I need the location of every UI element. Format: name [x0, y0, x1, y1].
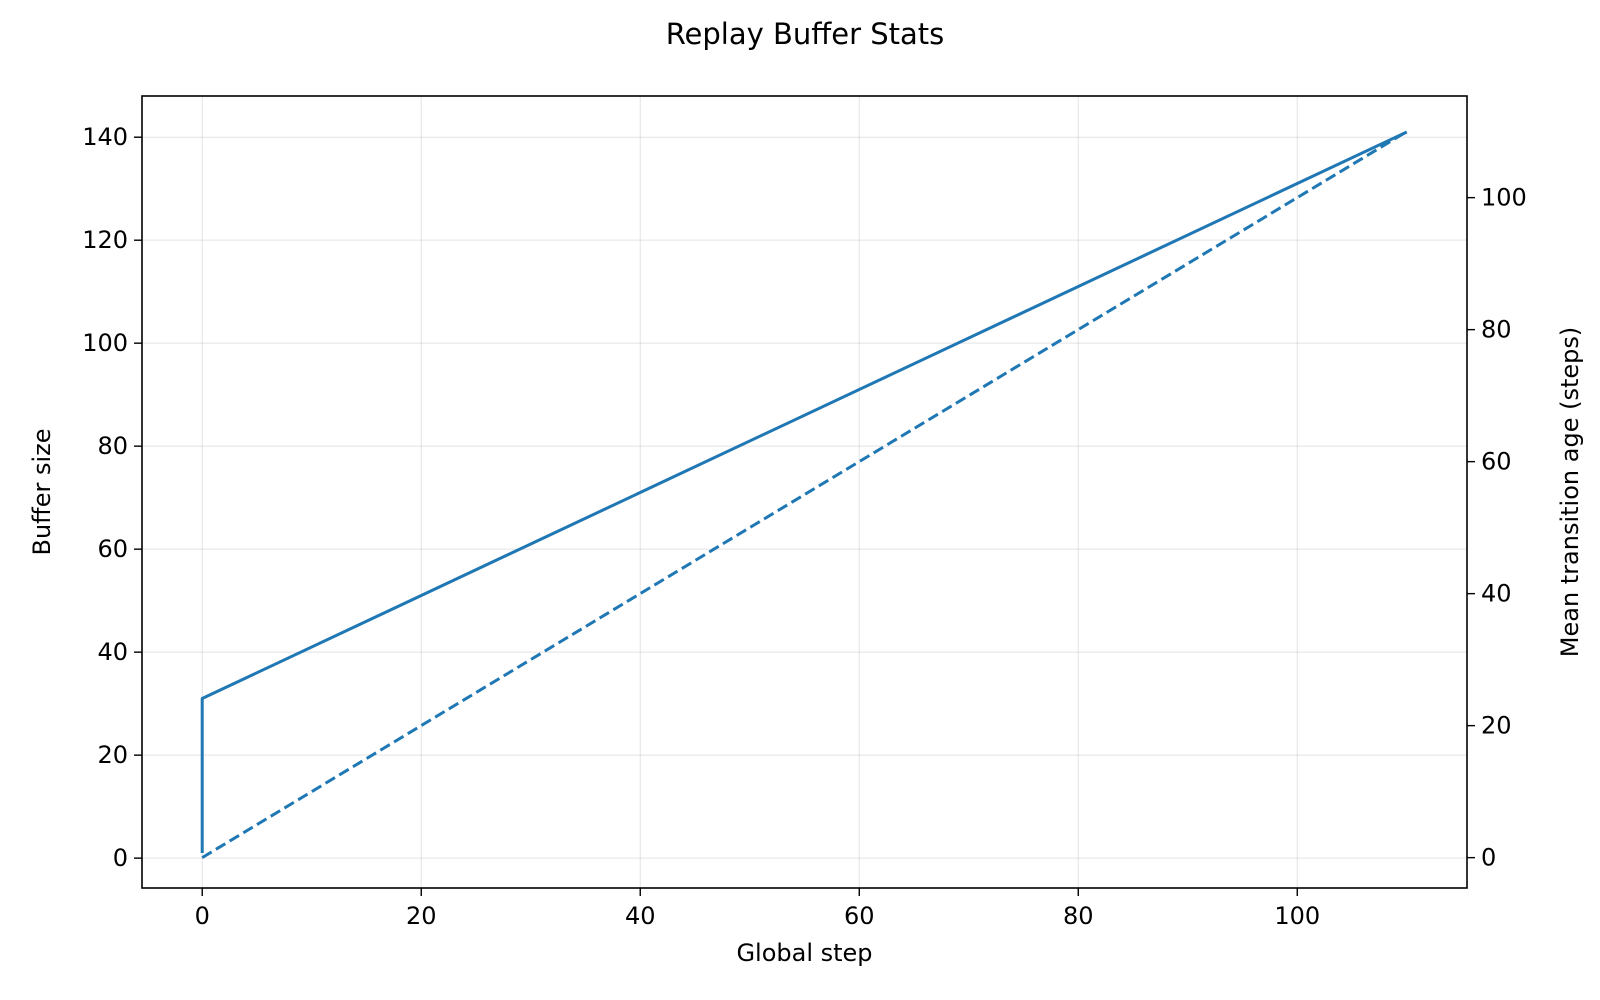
y-tick-label-right: 40 [1481, 580, 1512, 608]
y-tick-label-left: 120 [82, 226, 128, 254]
x-tick-label: 40 [625, 902, 656, 930]
y-tick-label-left: 20 [97, 741, 128, 769]
y-axis-label-right: Mean transition age (steps) [1556, 327, 1584, 657]
chart-title: Replay Buffer Stats [666, 17, 945, 51]
y-tick-label-right: 20 [1481, 712, 1512, 740]
x-axis-label: Global step [736, 939, 872, 967]
x-tick-label: 20 [406, 902, 437, 930]
y-tick-label-left: 60 [97, 535, 128, 563]
y-tick-label-right: 100 [1481, 184, 1527, 212]
y-axis-label-left: Buffer size [28, 428, 56, 555]
x-tick-label: 60 [844, 902, 875, 930]
grid [142, 96, 1467, 888]
plot-frame [141, 95, 1468, 889]
y-tick-label-right: 0 [1481, 844, 1496, 872]
x-tick-label: 80 [1063, 902, 1094, 930]
y-tick-label-left: 140 [82, 123, 128, 151]
y-tick-label-left: 80 [97, 432, 128, 460]
y-tick-label-right: 60 [1481, 448, 1512, 476]
y-tick-label-left: 100 [82, 329, 128, 357]
series-layer [200, 130, 1408, 859]
series-line-mean-transition-age [201, 130, 1408, 859]
x-tick-label: 0 [195, 902, 210, 930]
y-tick-label-left: 0 [113, 844, 128, 872]
y-tick-label-right: 80 [1481, 316, 1512, 344]
y-tick-label-left: 40 [97, 638, 128, 666]
x-tick-label: 100 [1274, 902, 1320, 930]
axes: 0 20 40 60 80 100 0 20 40 60 80 100 120 140 0 20 40 60 80 1… [82, 95, 1527, 930]
series-line-buffer-size [200, 130, 1408, 853]
